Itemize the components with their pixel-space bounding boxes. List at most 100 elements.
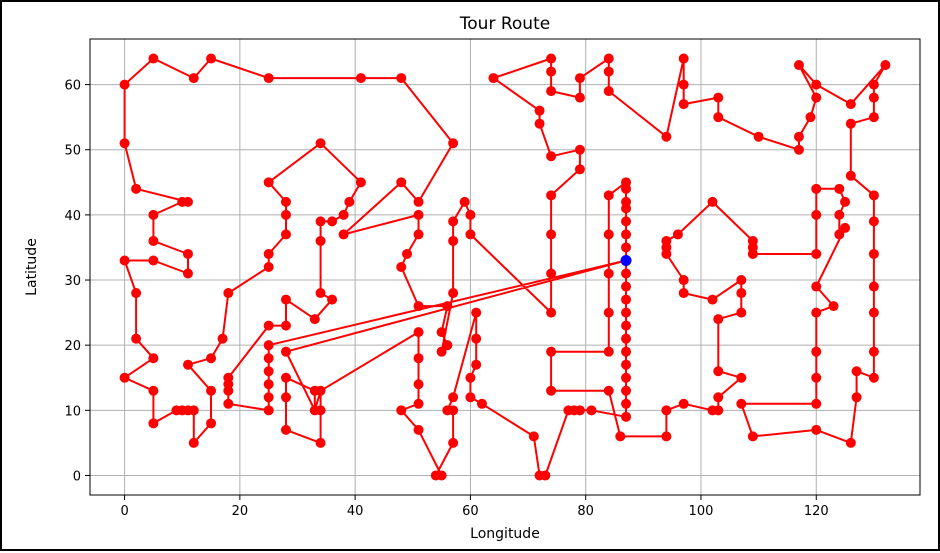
city-point [707,294,718,305]
city-point [148,255,159,266]
city-point [148,53,159,64]
city-point [448,216,459,227]
city-point [546,86,557,97]
y-tick-label: 50 [64,144,81,159]
city-point [603,190,614,201]
city-point [621,346,632,357]
city-point [736,372,747,383]
city-point [280,320,291,331]
city-point [413,209,424,220]
city-point [621,203,632,214]
city-point [603,66,614,77]
city-point [263,320,274,331]
city-point [280,294,291,305]
city-point [811,307,822,318]
city-point [811,372,822,383]
city-point [678,398,689,409]
x-tick-label: 20 [232,504,249,519]
city-point [546,53,557,64]
y-axis-label: Latitude [24,238,40,296]
city-point [603,268,614,279]
city-point [868,92,879,103]
route-line [123,57,887,477]
city-point [315,138,326,149]
city-point [546,190,557,201]
city-point [263,73,274,84]
city-point [736,307,747,318]
city-point [603,385,614,396]
city-point [263,405,274,416]
route-layer [119,53,891,481]
city-point [621,398,632,409]
city-point [119,255,130,266]
city-point [546,151,557,162]
city-point [868,372,879,383]
city-point [713,392,724,403]
city-point [546,229,557,240]
city-point [471,359,482,370]
city-point [546,385,557,396]
city-point [621,229,632,240]
city-point [621,320,632,331]
city-point [263,340,274,351]
city-point [603,307,614,318]
city-point [355,177,366,188]
city-point [661,405,672,416]
city-point [574,164,585,175]
city-point [309,385,320,396]
city-point [621,281,632,292]
x-tick-label: 80 [577,504,594,519]
city-point [528,431,539,442]
x-tick-label: 40 [347,504,364,519]
city-point [206,353,217,364]
city-point [603,346,614,357]
city-point [148,235,159,246]
city-point [280,209,291,220]
city-point [621,216,632,227]
city-point [868,281,879,292]
city-point [811,209,822,220]
x-tick-label: 120 [804,504,829,519]
city-point [707,196,718,207]
city-point [448,405,459,416]
city-point [396,405,407,416]
city-point [603,86,614,97]
city-point [845,99,856,110]
city-point [678,99,689,110]
x-tick-label: 100 [689,504,714,519]
city-point [811,183,822,194]
city-point [148,353,159,364]
city-point [713,366,724,377]
y-tick-label: 40 [64,209,81,224]
city-point [563,405,574,416]
plot-area [89,38,921,496]
x-tick-label: 0 [120,504,128,519]
city-point [280,392,291,403]
city-point [546,307,557,318]
city-point [148,209,159,220]
chart-title: Tour Route [459,14,550,34]
city-point [413,229,424,240]
city-point [621,242,632,253]
city-point [280,346,291,357]
city-point [448,437,459,448]
city-point [845,170,856,181]
city-point [338,209,349,220]
city-point [217,333,228,344]
city-point [661,131,672,142]
city-point [131,288,142,299]
city-point [131,333,142,344]
city-point [713,92,724,103]
city-point [747,235,758,246]
city-point [188,73,199,84]
city-point [263,366,274,377]
city-point [206,53,217,64]
city-point [280,229,291,240]
city-point [574,92,585,103]
city-point [574,73,585,84]
city-point [621,333,632,344]
city-point [868,190,879,201]
city-point [263,392,274,403]
city-point [574,144,585,155]
